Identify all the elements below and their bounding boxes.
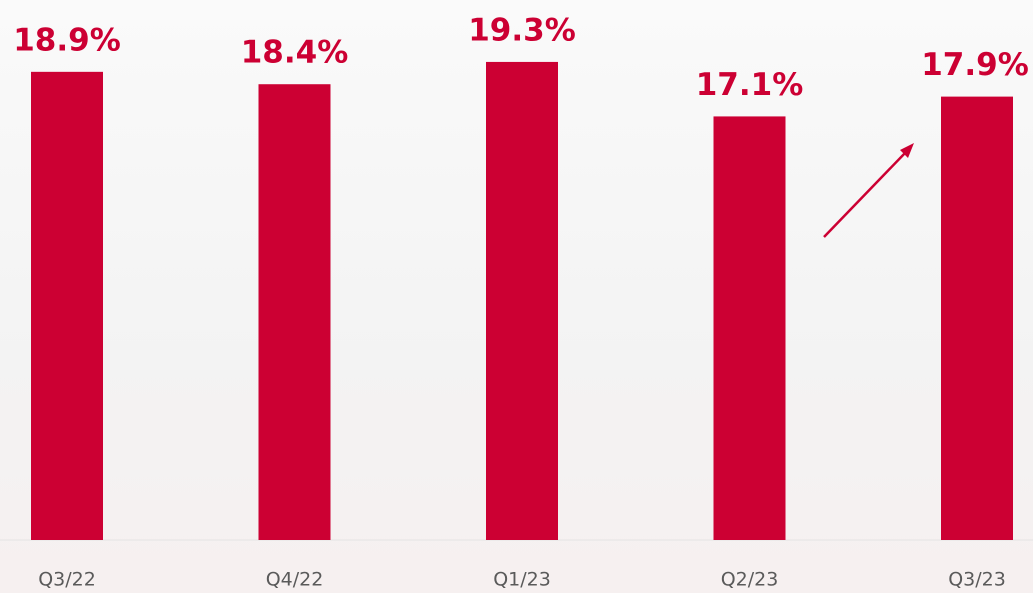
value-label: 19.3% — [468, 12, 576, 48]
trend-arrow — [823, 143, 914, 238]
value-label: 17.1% — [696, 67, 804, 103]
bar — [713, 116, 786, 540]
value-label: 18.9% — [13, 22, 121, 58]
bar — [31, 71, 103, 540]
x-tick-label: Q3/22 — [38, 569, 96, 591]
x-tick-label: Q2/23 — [721, 569, 779, 591]
x-tick-label: Q4/22 — [266, 569, 324, 591]
bar — [486, 61, 558, 540]
x-tick-label: Q3/23 — [948, 569, 1006, 591]
bar — [941, 96, 1013, 541]
value-label: 18.4% — [241, 35, 349, 71]
x-tick-label: Q1/23 — [493, 569, 551, 591]
value-label: 17.9% — [921, 47, 1029, 83]
bar — [258, 84, 331, 540]
